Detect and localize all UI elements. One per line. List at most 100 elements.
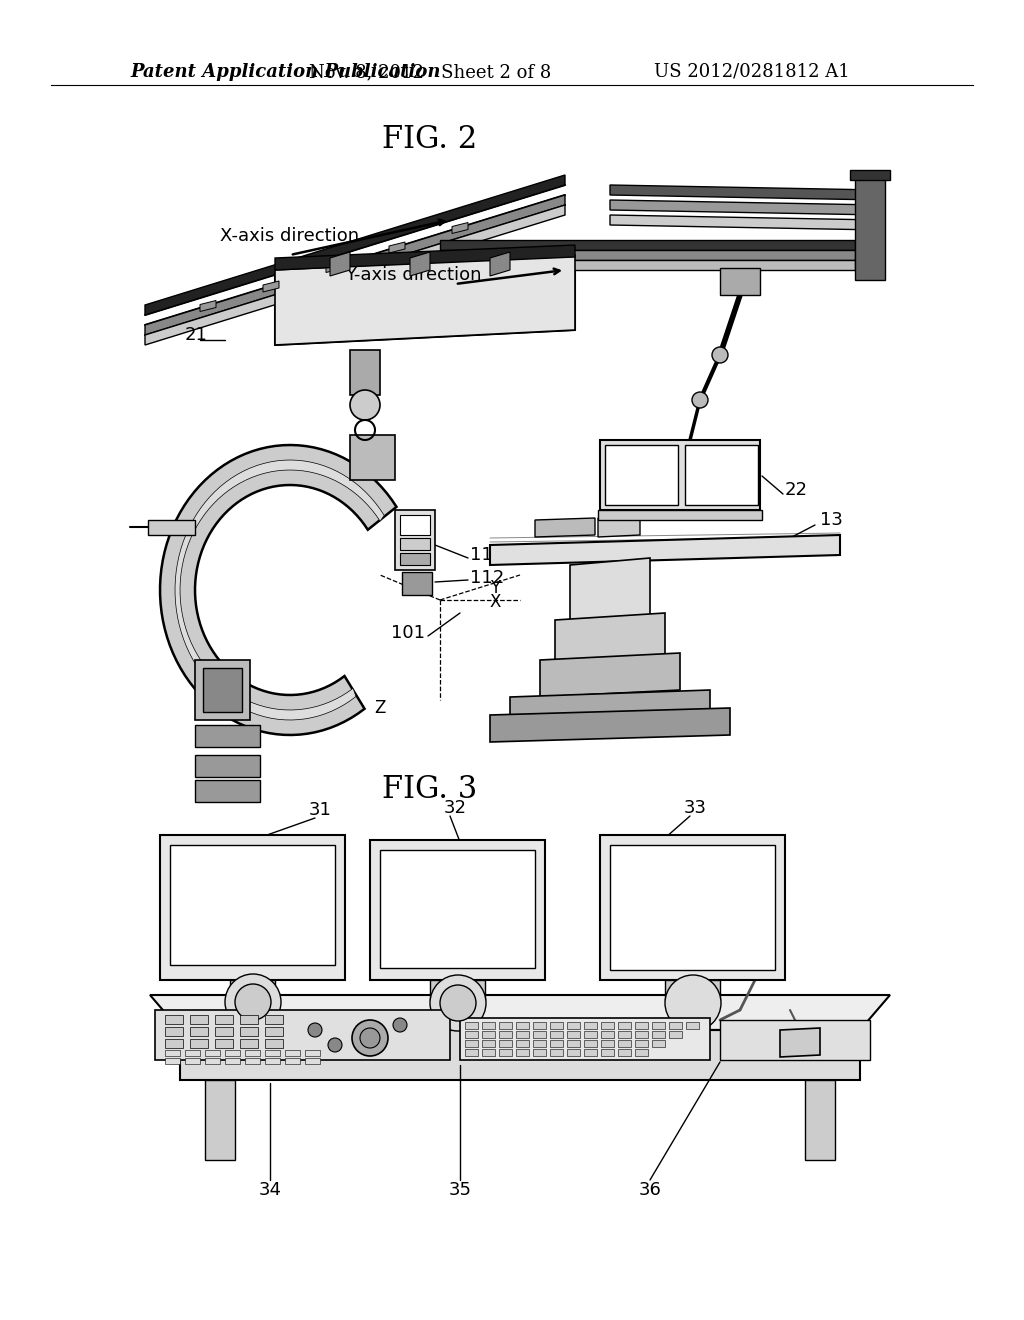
Polygon shape	[669, 1022, 682, 1030]
Polygon shape	[190, 1039, 208, 1048]
Polygon shape	[205, 1059, 220, 1064]
Text: 13: 13	[820, 511, 843, 529]
Polygon shape	[618, 1031, 631, 1038]
Polygon shape	[482, 1031, 495, 1038]
Polygon shape	[535, 517, 595, 537]
Polygon shape	[165, 1015, 183, 1024]
Polygon shape	[584, 1049, 597, 1056]
Polygon shape	[610, 185, 880, 201]
Polygon shape	[265, 1049, 280, 1056]
Polygon shape	[550, 1040, 563, 1047]
Polygon shape	[205, 1080, 234, 1160]
Polygon shape	[610, 215, 880, 230]
Polygon shape	[275, 246, 575, 271]
Polygon shape	[482, 1040, 495, 1047]
Polygon shape	[440, 249, 855, 260]
Text: 111: 111	[470, 546, 504, 564]
Polygon shape	[465, 1022, 478, 1030]
Circle shape	[712, 347, 728, 363]
Polygon shape	[490, 252, 510, 276]
Text: Nov. 8, 2012   Sheet 2 of 8: Nov. 8, 2012 Sheet 2 of 8	[309, 63, 551, 81]
Polygon shape	[145, 176, 565, 315]
Text: US 2012/0281812 A1: US 2012/0281812 A1	[654, 63, 850, 81]
Polygon shape	[285, 1059, 300, 1064]
Polygon shape	[145, 195, 565, 335]
Polygon shape	[205, 1049, 220, 1056]
Polygon shape	[499, 1031, 512, 1038]
Circle shape	[350, 389, 380, 420]
Polygon shape	[155, 1010, 450, 1060]
Polygon shape	[598, 510, 762, 520]
Polygon shape	[610, 845, 775, 970]
Polygon shape	[635, 1031, 648, 1038]
Polygon shape	[410, 252, 430, 276]
Polygon shape	[490, 708, 730, 742]
Polygon shape	[482, 1049, 495, 1056]
Polygon shape	[245, 1059, 260, 1064]
Circle shape	[360, 1028, 380, 1048]
Text: X-axis direction: X-axis direction	[220, 227, 359, 246]
Polygon shape	[610, 201, 880, 215]
Polygon shape	[265, 1015, 283, 1024]
Polygon shape	[598, 517, 640, 537]
Polygon shape	[460, 1018, 710, 1060]
Polygon shape	[165, 1059, 180, 1064]
Polygon shape	[567, 1022, 580, 1030]
Polygon shape	[465, 1040, 478, 1047]
Polygon shape	[570, 558, 650, 627]
Polygon shape	[516, 1049, 529, 1056]
Circle shape	[225, 974, 281, 1030]
Polygon shape	[618, 1049, 631, 1056]
Polygon shape	[510, 690, 710, 722]
Polygon shape	[185, 1059, 200, 1064]
Polygon shape	[165, 1027, 183, 1036]
Polygon shape	[230, 979, 275, 1001]
Polygon shape	[635, 1049, 648, 1056]
Polygon shape	[601, 1022, 614, 1030]
Text: Y-axis direction: Y-axis direction	[345, 267, 481, 284]
Text: 33: 33	[683, 799, 707, 817]
Polygon shape	[145, 205, 565, 345]
Polygon shape	[618, 1040, 631, 1047]
Bar	[400, 539, 430, 550]
Polygon shape	[195, 660, 250, 719]
Text: Patent Application Publication: Patent Application Publication	[130, 63, 440, 81]
Bar	[400, 515, 430, 535]
Polygon shape	[850, 170, 890, 180]
Polygon shape	[195, 725, 260, 747]
Polygon shape	[160, 445, 396, 735]
Polygon shape	[601, 1049, 614, 1056]
Polygon shape	[516, 1040, 529, 1047]
Polygon shape	[516, 1031, 529, 1038]
Polygon shape	[389, 242, 406, 253]
Polygon shape	[555, 612, 665, 667]
Text: 21: 21	[185, 326, 208, 345]
Polygon shape	[350, 436, 395, 480]
Polygon shape	[175, 459, 384, 719]
Polygon shape	[170, 845, 335, 965]
Text: FIG. 2: FIG. 2	[382, 124, 477, 156]
Polygon shape	[265, 1027, 283, 1036]
Polygon shape	[567, 1049, 580, 1056]
Polygon shape	[780, 1028, 820, 1057]
Circle shape	[393, 1018, 407, 1032]
Circle shape	[234, 983, 271, 1020]
Polygon shape	[326, 261, 342, 272]
Polygon shape	[499, 1040, 512, 1047]
Polygon shape	[534, 1049, 546, 1056]
Polygon shape	[652, 1040, 665, 1047]
Polygon shape	[215, 1039, 233, 1048]
Polygon shape	[263, 281, 279, 292]
Polygon shape	[305, 1049, 319, 1056]
Polygon shape	[190, 1015, 208, 1024]
Polygon shape	[380, 850, 535, 968]
Text: 34: 34	[258, 1181, 282, 1199]
Polygon shape	[605, 445, 678, 506]
Polygon shape	[490, 535, 840, 565]
Circle shape	[665, 975, 721, 1031]
Polygon shape	[534, 1040, 546, 1047]
Polygon shape	[499, 1049, 512, 1056]
Text: 22: 22	[785, 480, 808, 499]
Polygon shape	[275, 255, 575, 345]
Circle shape	[692, 392, 708, 408]
